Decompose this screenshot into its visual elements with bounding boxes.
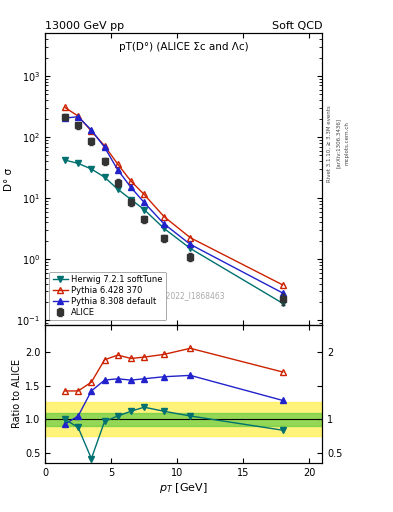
Bar <box>45 402 322 436</box>
Pythia 6.428 370 <box>62 104 67 111</box>
Herwig 7.2.1 softTune <box>142 206 147 212</box>
Pythia 8.308 default <box>102 144 107 151</box>
Pythia 6.428 370 <box>116 161 120 167</box>
Text: mcplots.cern.ch: mcplots.cern.ch <box>344 121 349 165</box>
Herwig 7.2.1 softTune <box>76 160 81 166</box>
Text: [arXiv:1306.3436]: [arXiv:1306.3436] <box>336 118 341 168</box>
Text: Soft QCD: Soft QCD <box>272 21 322 31</box>
Pythia 8.308 default <box>188 241 193 247</box>
Herwig 7.2.1 softTune <box>89 166 94 172</box>
Text: pT(D°) (ALICE Σc and Λc): pT(D°) (ALICE Σc and Λc) <box>119 42 248 52</box>
Legend: Herwig 7.2.1 softTune, Pythia 6.428 370, Pythia 8.308 default, ALICE: Herwig 7.2.1 softTune, Pythia 6.428 370,… <box>50 271 166 321</box>
Pythia 8.308 default <box>89 127 94 133</box>
Herwig 7.2.1 softTune <box>116 186 120 193</box>
Herwig 7.2.1 softTune <box>188 245 193 251</box>
Text: ALICE_2022_I1868463: ALICE_2022_I1868463 <box>141 291 226 300</box>
Line: Pythia 8.308 default: Pythia 8.308 default <box>62 113 286 296</box>
Herwig 7.2.1 softTune <box>102 174 107 180</box>
Y-axis label: Ratio to ALICE: Ratio to ALICE <box>12 359 22 429</box>
Pythia 8.308 default <box>62 115 67 121</box>
Bar <box>45 413 322 426</box>
X-axis label: $p_T$ [GeV]: $p_T$ [GeV] <box>160 481 208 495</box>
Pythia 6.428 370 <box>102 143 107 149</box>
Herwig 7.2.1 softTune <box>280 300 285 306</box>
Pythia 6.428 370 <box>162 214 166 220</box>
Pythia 8.308 default <box>116 167 120 173</box>
Pythia 8.308 default <box>76 114 81 120</box>
Pythia 6.428 370 <box>142 191 147 198</box>
Pythia 8.308 default <box>162 221 166 227</box>
Herwig 7.2.1 softTune <box>62 157 67 163</box>
Text: 13000 GeV pp: 13000 GeV pp <box>45 21 124 31</box>
Herwig 7.2.1 softTune <box>129 197 133 203</box>
Pythia 6.428 370 <box>188 234 193 241</box>
Pythia 8.308 default <box>280 290 285 296</box>
Pythia 8.308 default <box>142 199 147 205</box>
Herwig 7.2.1 softTune <box>162 225 166 231</box>
Pythia 6.428 370 <box>129 178 133 184</box>
Line: Pythia 6.428 370: Pythia 6.428 370 <box>62 104 286 288</box>
Pythia 6.428 370 <box>280 282 285 288</box>
Y-axis label: D° σ: D° σ <box>4 167 14 190</box>
Pythia 8.308 default <box>129 184 133 190</box>
Pythia 6.428 370 <box>76 113 81 119</box>
Text: Rivet 3.1.10, ≥ 3.3M events: Rivet 3.1.10, ≥ 3.3M events <box>327 105 332 182</box>
Pythia 6.428 370 <box>89 128 94 134</box>
Line: Herwig 7.2.1 softTune: Herwig 7.2.1 softTune <box>62 157 286 306</box>
